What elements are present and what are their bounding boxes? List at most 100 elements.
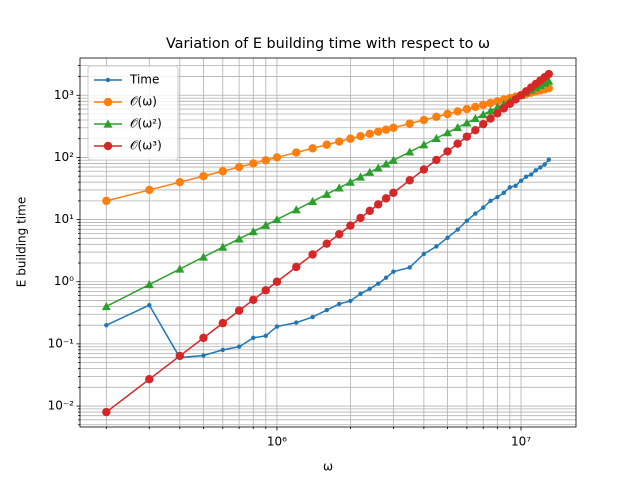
marker [405, 147, 415, 156]
marker [443, 128, 453, 137]
marker [381, 194, 391, 203]
marker [505, 99, 515, 109]
marker [272, 277, 282, 286]
marker [492, 102, 502, 111]
marker [540, 78, 550, 87]
marker [101, 301, 111, 311]
marker [495, 194, 500, 200]
marker [145, 185, 154, 195]
marker [478, 110, 488, 119]
marker [346, 134, 355, 143]
y-tick-label: 10² [54, 150, 74, 164]
marker [533, 168, 539, 173]
marker [251, 335, 256, 341]
legend-label: 𝒪(ω³) [130, 139, 162, 153]
marker [294, 320, 299, 325]
marker [322, 189, 332, 198]
marker [462, 118, 472, 127]
marker [263, 333, 268, 338]
marker [419, 165, 429, 174]
marker [389, 123, 398, 132]
marker [218, 242, 228, 251]
marker [322, 140, 331, 149]
y-tick-label: 10⁻² [48, 399, 75, 413]
y-tick-label: 10⁰ [54, 274, 74, 288]
marker [345, 177, 355, 186]
marker [322, 239, 331, 248]
marker [201, 353, 206, 358]
marker [272, 215, 282, 224]
marker [291, 205, 301, 214]
marker [432, 112, 441, 122]
marker [528, 172, 534, 177]
marker [261, 286, 270, 295]
marker [546, 157, 552, 162]
marker [443, 109, 452, 119]
marker [346, 221, 355, 230]
marker [453, 123, 463, 132]
marker [234, 306, 244, 315]
marker [405, 176, 414, 185]
marker [486, 98, 495, 108]
marker [381, 159, 391, 168]
legend-label: Time [129, 73, 159, 87]
marker [462, 104, 472, 114]
marker [348, 298, 353, 304]
marker [376, 281, 381, 286]
marker [405, 119, 414, 128]
marker [102, 196, 111, 206]
marker [236, 344, 242, 349]
legend-marker [103, 97, 113, 107]
marker [104, 322, 109, 328]
marker [473, 211, 478, 216]
marker [198, 252, 208, 261]
y-tick-label: 10⁻¹ [48, 336, 75, 350]
marker [407, 265, 412, 270]
marker [102, 407, 111, 417]
marker [542, 162, 547, 167]
marker [356, 172, 366, 181]
marker [374, 127, 383, 136]
marker [337, 301, 342, 307]
plot-frame [79, 57, 577, 428]
marker [486, 114, 495, 123]
legend-box [87, 65, 179, 161]
marker [538, 165, 543, 170]
marker [383, 275, 389, 280]
marker [479, 119, 488, 129]
marker [419, 115, 429, 125]
marker [488, 198, 493, 204]
y-tick-label: 10³ [54, 88, 74, 102]
marker [479, 100, 488, 110]
marker [218, 167, 227, 176]
marker [234, 162, 244, 172]
marker [274, 324, 280, 329]
legend: Time 𝒪(ω) 𝒪(ω²) 𝒪(ω³) [87, 65, 179, 161]
marker [261, 220, 271, 229]
marker [389, 188, 398, 197]
y-axis-label: E building time [15, 197, 29, 287]
marker [523, 174, 529, 179]
marker [144, 280, 154, 289]
marker [499, 104, 508, 113]
marker [292, 148, 301, 157]
marker [513, 183, 518, 188]
legend-marker [105, 77, 111, 83]
marker [249, 159, 258, 168]
marker [175, 351, 185, 361]
marker [248, 227, 258, 236]
marker [365, 129, 374, 139]
marker [432, 155, 441, 165]
marker [365, 206, 374, 216]
marker [453, 139, 462, 148]
marker [261, 156, 270, 165]
marker [443, 147, 452, 156]
marker [308, 250, 317, 259]
marker [308, 196, 318, 206]
marker [419, 140, 429, 149]
marker [199, 333, 208, 343]
marker [470, 114, 480, 123]
legend-marker [103, 119, 113, 128]
marker [493, 97, 502, 106]
